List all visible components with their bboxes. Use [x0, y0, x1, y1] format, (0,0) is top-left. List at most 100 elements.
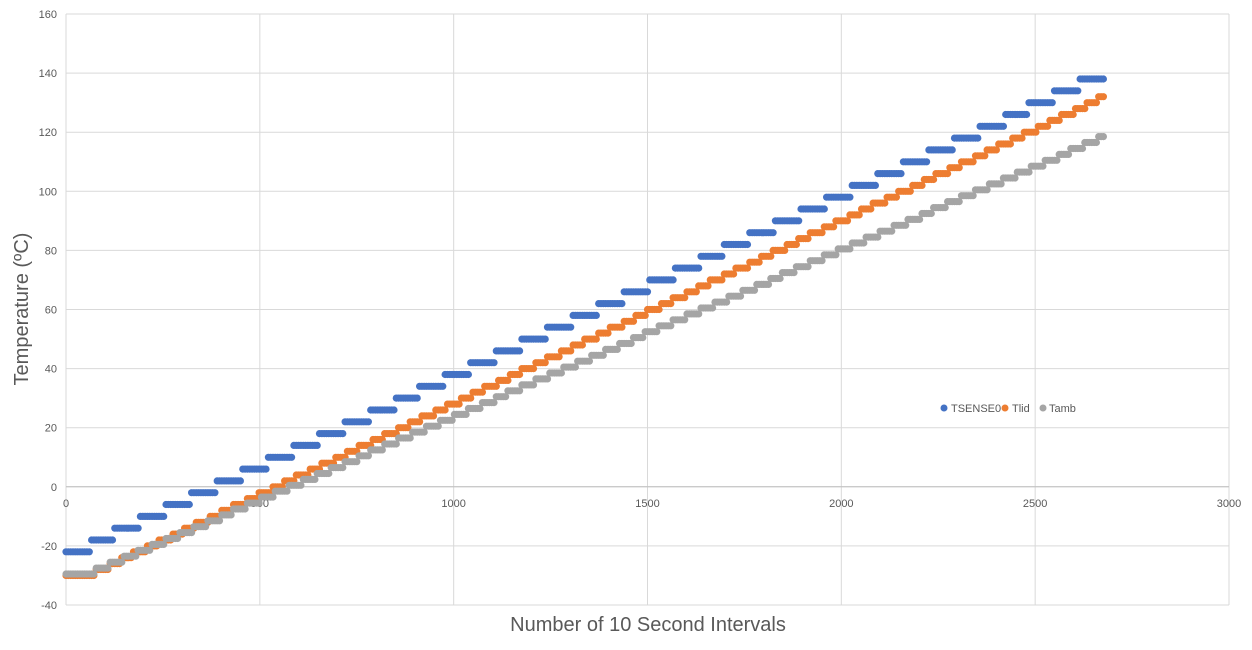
data-point — [567, 323, 575, 331]
data-point — [843, 217, 852, 225]
data-point — [516, 387, 524, 395]
data-point — [1074, 87, 1082, 95]
data-point — [902, 221, 910, 229]
data-point — [353, 458, 361, 466]
data-point — [927, 209, 935, 218]
data-point — [681, 316, 689, 324]
data-point — [618, 300, 626, 308]
data-point — [578, 341, 587, 349]
data-point — [90, 570, 98, 578]
data-point — [592, 335, 600, 343]
data-point — [692, 288, 700, 296]
y-tick-label: 80 — [45, 245, 57, 257]
x-tick-label: 2500 — [1023, 498, 1047, 510]
data-point — [618, 323, 626, 331]
y-tick-label: 20 — [45, 423, 57, 435]
data-point — [969, 158, 977, 166]
data-point — [543, 375, 552, 383]
data-point — [1023, 110, 1031, 119]
data-point — [830, 223, 838, 231]
legend-marker-tlid — [1001, 404, 1009, 412]
data-point — [718, 252, 726, 260]
data-point — [818, 229, 826, 237]
data-point — [118, 558, 126, 566]
data-point — [992, 146, 1001, 154]
x-tick-label: 0 — [63, 498, 69, 510]
y-tick-label: 0 — [51, 482, 57, 494]
data-point — [955, 198, 963, 206]
data-point — [555, 353, 563, 361]
data-point — [476, 404, 484, 413]
data-point — [1064, 150, 1073, 158]
data-point — [1069, 110, 1077, 119]
y-tick-label: 140 — [39, 68, 57, 80]
data-point — [643, 288, 652, 296]
y-tick-label: 160 — [39, 9, 57, 21]
y-tick-label: -20 — [41, 541, 57, 553]
series-layer — [62, 75, 1107, 580]
y-tick-label: 40 — [45, 364, 57, 376]
data-point — [948, 146, 956, 154]
data-point — [613, 345, 621, 353]
data-point — [1053, 156, 1061, 164]
data-point — [108, 536, 117, 544]
data-point — [339, 430, 347, 438]
data-point — [311, 475, 319, 483]
data-point — [215, 517, 224, 525]
x-tick-label: 2000 — [829, 498, 853, 510]
y-tick-label: 120 — [39, 127, 57, 139]
data-point — [283, 487, 291, 495]
data-point — [730, 270, 738, 278]
data-point — [629, 317, 638, 325]
data-point — [930, 175, 938, 184]
data-point — [1099, 133, 1107, 141]
data-point — [1099, 75, 1107, 83]
data-point — [750, 286, 759, 294]
data-point — [897, 170, 905, 178]
data-point — [792, 240, 801, 249]
data-point — [639, 334, 647, 342]
series-tlid — [62, 93, 1107, 580]
data-point — [146, 546, 154, 554]
data-point — [906, 187, 914, 195]
data-point — [599, 351, 607, 359]
data-point — [818, 257, 826, 265]
data-point — [704, 282, 712, 290]
data-point — [983, 186, 991, 194]
data-point — [1025, 168, 1033, 176]
data-point — [743, 264, 752, 272]
data-point — [502, 393, 510, 401]
data-point — [667, 322, 675, 330]
data-point — [390, 406, 398, 414]
x-tick-label: 3000 — [1217, 498, 1241, 510]
x-tick-label: 1000 — [441, 498, 465, 510]
data-point — [1099, 93, 1107, 101]
data-point — [516, 347, 524, 355]
data-point — [832, 251, 840, 259]
data-point — [1044, 122, 1052, 130]
data-point — [1092, 99, 1100, 107]
data-point — [867, 205, 875, 213]
data-point — [455, 400, 463, 408]
legend-label-tamb: Tamb — [1049, 403, 1076, 415]
data-point — [85, 548, 93, 556]
data-point — [467, 394, 475, 402]
data-point — [202, 523, 210, 531]
data-point — [174, 534, 182, 543]
data-point — [743, 240, 752, 249]
data-point — [795, 217, 803, 225]
data-point — [378, 446, 386, 454]
data-point — [888, 227, 896, 235]
data-point — [1055, 116, 1063, 124]
data-point — [413, 394, 421, 402]
data-point — [448, 416, 456, 424]
data-point — [364, 452, 372, 460]
data-point — [820, 205, 828, 213]
data-point — [160, 540, 168, 549]
legend-label-tsense0: TSENSE0 — [951, 403, 1001, 415]
data-point — [892, 193, 901, 201]
data-point — [1011, 174, 1019, 182]
data-point — [288, 453, 296, 461]
data-point — [462, 410, 470, 418]
data-point — [492, 382, 500, 390]
